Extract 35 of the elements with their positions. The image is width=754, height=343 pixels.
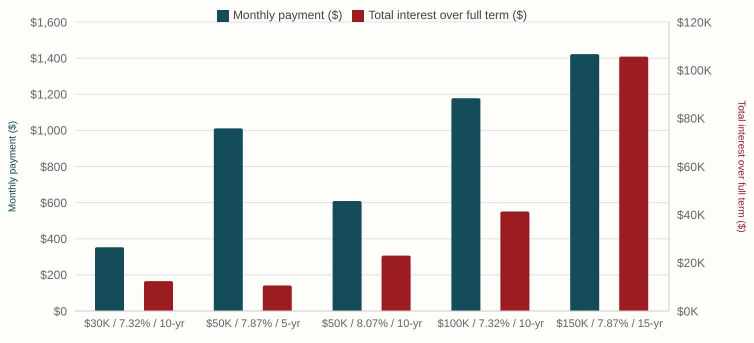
y-tick-label: $0	[54, 304, 68, 318]
x-tick-label: $150K / 7.87% / 15-yr	[556, 318, 664, 330]
y2-tick-label: $120K	[677, 15, 712, 30]
y-tick-label: $400	[40, 232, 68, 246]
bar	[95, 247, 124, 311]
bar	[144, 281, 173, 311]
x-tick-label: $50K / 7.87% / 5-yr	[206, 318, 301, 330]
y-tick-label: $1,600	[30, 15, 68, 30]
x-tick-label: $100K / 7.32% / 10-yr	[438, 318, 544, 330]
x-tick-label: $30K / 7.32% / 10-yr	[84, 318, 185, 330]
y2-tick-label: $100K	[677, 63, 712, 78]
bar	[382, 256, 411, 311]
y-tick-label: $1,200	[30, 88, 68, 102]
y-tick-label: $600	[40, 196, 68, 210]
y-axis-title: Monthly payment ($)	[8, 120, 19, 212]
bar	[262, 285, 292, 311]
legend-label: Total interest over full term ($)	[368, 8, 528, 22]
y-tick-label: $1,400	[30, 51, 68, 66]
y2-axis-title: Total interest over full term ($)	[735, 100, 746, 233]
y2-tick-label: $20K	[677, 256, 706, 270]
bar	[570, 54, 600, 311]
y-tick-label: $800	[40, 160, 68, 174]
bar	[451, 98, 480, 311]
x-tick-label: $50K / 8.07% / 10-yr	[322, 318, 422, 330]
y2-tick-label: $60K	[677, 160, 706, 174]
y-tick-label: $1,000	[30, 124, 68, 138]
bar	[500, 212, 530, 311]
bar	[619, 56, 648, 311]
y2-tick-label: $40K	[677, 208, 706, 222]
legend-label: Monthly payment ($)	[232, 8, 342, 22]
y-tick-label: $200	[40, 268, 68, 282]
y2-tick-label: $0K	[677, 304, 698, 318]
bar	[214, 128, 243, 311]
y2-tick-label: $80K	[677, 112, 706, 126]
bar	[332, 201, 362, 311]
